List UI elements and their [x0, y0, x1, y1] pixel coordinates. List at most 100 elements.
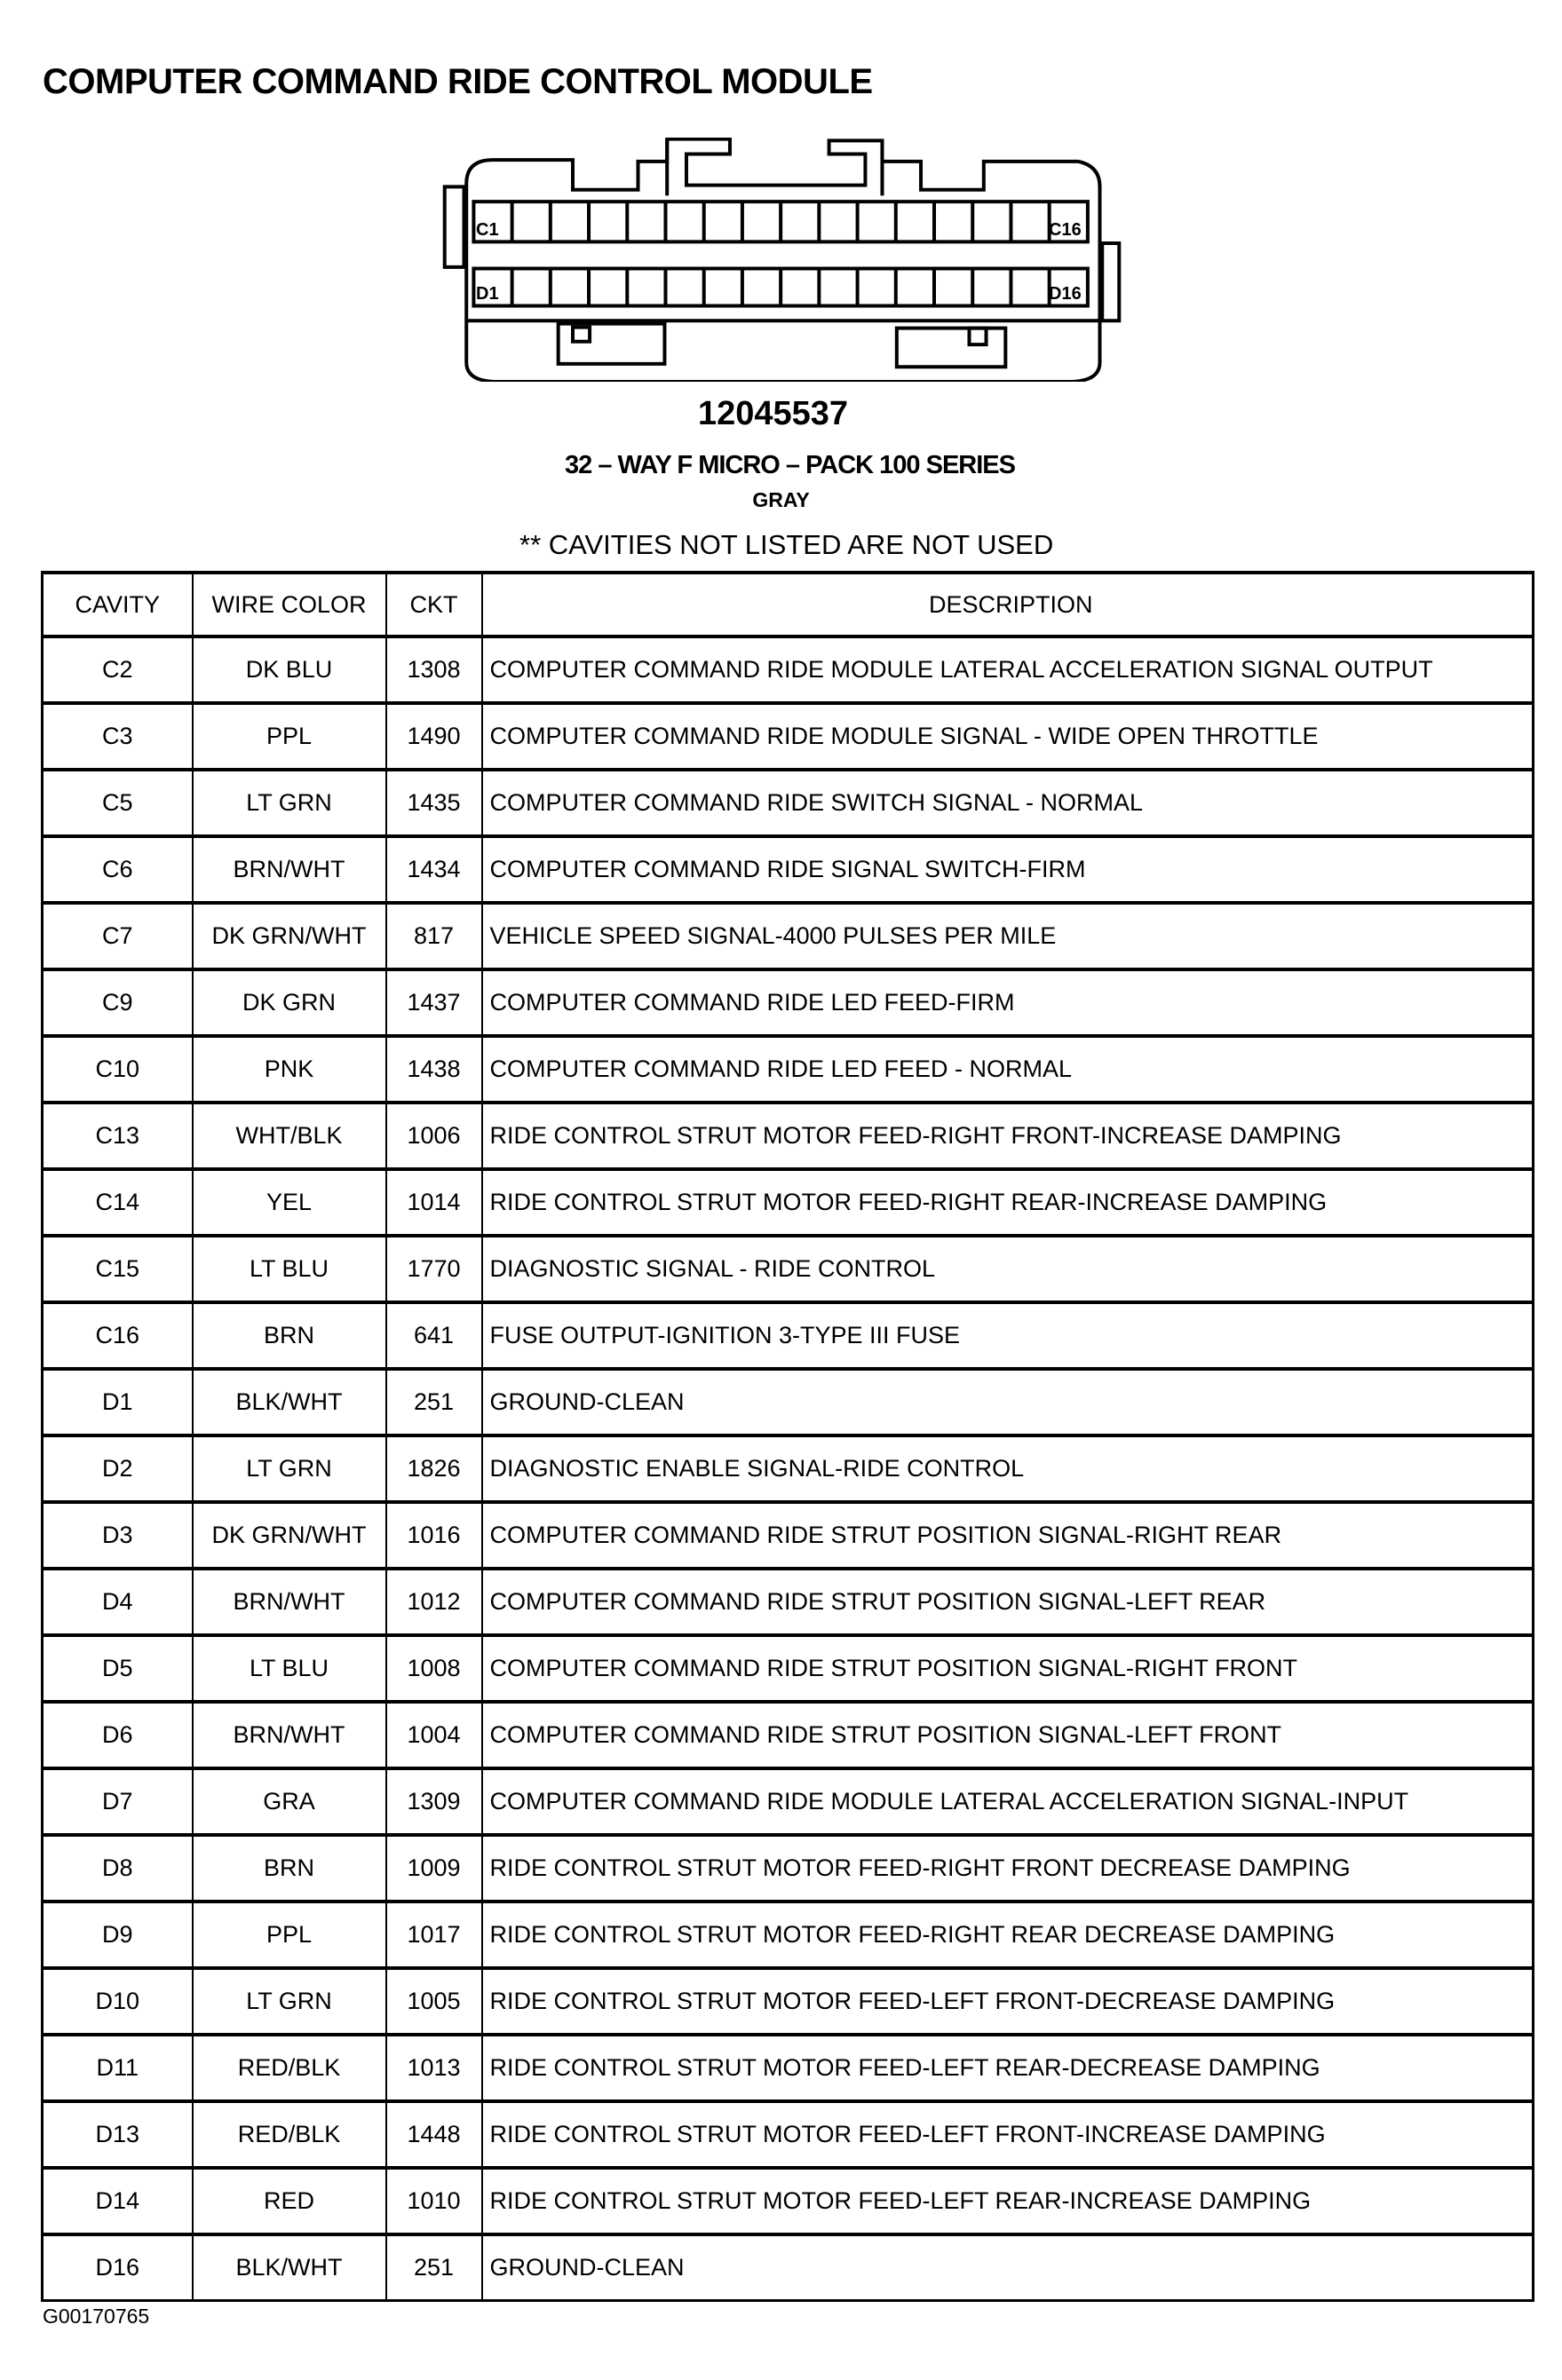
cell-cavity: D5 — [41, 1633, 194, 1703]
table-row: D16 BLK/WHT 251 GROUND-CLEAN — [41, 2233, 1534, 2302]
table-row: D6 BRN/WHT 1004 COMPUTER COMMAND RIDE STRUT… — [41, 1700, 1534, 1769]
header-cavity: CAVITY — [41, 571, 194, 637]
cell-cavity: C6 — [41, 834, 194, 904]
cell-description: DIAGNOSTIC SIGNAL - RIDE CONTROL — [480, 1234, 1534, 1303]
cell-wire-color: BLK/WHT — [191, 1367, 387, 1436]
cell-cavity: D6 — [41, 1700, 194, 1769]
cell-wire-color: PPL — [191, 701, 387, 771]
cell-wire-color: LT GRN — [191, 1434, 387, 1503]
cell-wire-color: DK GRN/WHT — [191, 1500, 387, 1570]
cell-description: GROUND-CLEAN — [480, 2233, 1534, 2302]
cell-cavity: D2 — [41, 1434, 194, 1503]
cell-ckt: 1004 — [385, 1700, 483, 1769]
cavities-note: ** CAVITIES NOT LISTED ARE NOT USED — [519, 529, 1054, 560]
cell-description: COMPUTER COMMAND RIDE SIGNAL SWITCH-FIRM — [480, 834, 1534, 904]
cell-description: RIDE CONTROL STRUT MOTOR FEED-RIGHT REAR… — [480, 1900, 1534, 1969]
cell-description: RIDE CONTROL STRUT MOTOR FEED-RIGHT FRON… — [480, 1101, 1534, 1170]
cell-wire-color: PPL — [191, 1900, 387, 1969]
cell-ckt: 1010 — [385, 2166, 483, 2235]
cell-description: COMPUTER COMMAND RIDE LED FEED - NORMAL — [480, 1034, 1534, 1103]
cell-wire-color: BRN/WHT — [191, 1700, 387, 1769]
table-row: D11 RED/BLK 1013 RIDE CONTROL STRUT MOTOR F… — [41, 2033, 1534, 2102]
cell-ckt: 1005 — [385, 1966, 483, 2036]
cell-description: RIDE CONTROL STRUT MOTOR FEED-LEFT FRONT… — [480, 1966, 1534, 2036]
cell-cavity: D3 — [41, 1500, 194, 1570]
cell-wire-color: RED/BLK — [191, 2033, 387, 2102]
cell-description: DIAGNOSTIC ENABLE SIGNAL-RIDE CONTROL — [480, 1434, 1534, 1503]
cell-description: RIDE CONTROL STRUT MOTOR FEED-RIGHT FRON… — [480, 1833, 1534, 1902]
cell-description: FUSE OUTPUT-IGNITION 3-TYPE III FUSE — [480, 1301, 1534, 1370]
cell-cavity: C15 — [41, 1234, 194, 1303]
cell-ckt: 641 — [385, 1301, 483, 1370]
cell-cavity: C14 — [41, 1167, 194, 1237]
cavity-label-c1: C1 — [476, 220, 499, 240]
table-row: C15 LT BLU 1770 DIAGNOSTIC SIGNAL - RIDE CO… — [41, 1234, 1534, 1303]
cell-wire-color: BRN — [191, 1833, 387, 1902]
cavity-label-d1: D1 — [476, 284, 499, 304]
cell-description: COMPUTER COMMAND RIDE MODULE LATERAL ACC… — [480, 635, 1534, 704]
cell-ckt: 1006 — [385, 1101, 483, 1170]
cell-description: GROUND-CLEAN — [480, 1367, 1534, 1436]
connector-diagram: C1 C16 D1 D16 — [442, 138, 1122, 382]
cell-cavity: C7 — [41, 901, 194, 970]
cell-cavity: C10 — [41, 1034, 194, 1103]
cell-wire-color: LT GRN — [191, 1966, 387, 2036]
cell-wire-color: YEL — [191, 1167, 387, 1237]
table-row: D5 LT BLU 1008 COMPUTER COMMAND RIDE STRUT … — [41, 1633, 1534, 1703]
cell-description: RIDE CONTROL STRUT MOTOR FEED-LEFT REAR-… — [480, 2166, 1534, 2235]
cavity-label-d16: D16 — [1049, 284, 1082, 304]
table-row: C14 YEL 1014 RIDE CONTROL STRUT MOTOR FEED-… — [41, 1167, 1534, 1237]
table-row: D1 BLK/WHT 251 GROUND-CLEAN — [41, 1367, 1534, 1436]
table-row: C7 DK GRN/WHT 817 VEHICLE SPEED SIGNAL-4000… — [41, 901, 1534, 970]
cell-ckt: 1448 — [385, 2099, 483, 2169]
cell-ckt: 1435 — [385, 768, 483, 837]
cell-ckt: 1826 — [385, 1434, 483, 1503]
cell-cavity: D16 — [41, 2233, 194, 2302]
cell-description: RIDE CONTROL STRUT MOTOR FEED-LEFT REAR-… — [480, 2033, 1534, 2102]
cell-ckt: 1009 — [385, 1833, 483, 1902]
header-ckt: CKT — [385, 571, 483, 637]
cell-ckt: 1016 — [385, 1500, 483, 1570]
cell-wire-color: GRA — [191, 1767, 387, 1836]
cell-cavity: C9 — [41, 968, 194, 1037]
cell-cavity: C13 — [41, 1101, 194, 1170]
cell-ckt: 1437 — [385, 968, 483, 1037]
cell-wire-color: BRN/WHT — [191, 834, 387, 904]
cavity-label-c16: C16 — [1049, 220, 1082, 240]
table-row: C16 BRN 641 FUSE OUTPUT-IGNITION 3-TYPE III… — [41, 1301, 1534, 1370]
cell-description: COMPUTER COMMAND RIDE STRUT POSITION SIG… — [480, 1700, 1534, 1769]
pinout-table: CAVITY WIRE COLOR CKT DESCRIPTION C2 DK B… — [41, 571, 1534, 2302]
cell-wire-color: WHT/BLK — [191, 1101, 387, 1170]
cell-ckt: 1438 — [385, 1034, 483, 1103]
table-row: D13 RED/BLK 1448 RIDE CONTROL STRUT MOTOR F… — [41, 2099, 1534, 2169]
part-number: 12045537 — [697, 395, 849, 432]
cell-wire-color: RED — [191, 2166, 387, 2235]
cell-description: VEHICLE SPEED SIGNAL-4000 PULSES PER MIL… — [480, 901, 1534, 970]
table-row: C9 DK GRN 1437 COMPUTER COMMAND RIDE LED FE… — [41, 968, 1534, 1037]
cell-cavity: D8 — [41, 1833, 194, 1902]
connector-color: GRAY — [752, 488, 810, 511]
table-row: C5 LT GRN 1435 COMPUTER COMMAND RIDE SWITCH… — [41, 768, 1534, 837]
cell-ckt: 817 — [385, 901, 483, 970]
cell-description: RIDE CONTROL STRUT MOTOR FEED-LEFT FRONT… — [480, 2099, 1534, 2169]
table-row: C6 BRN/WHT 1434 COMPUTER COMMAND RIDE SIGNA… — [41, 834, 1534, 904]
cell-description: COMPUTER COMMAND RIDE LED FEED-FIRM — [480, 968, 1534, 1037]
table-row: C3 PPL 1490 COMPUTER COMMAND RIDE MODULE SI… — [41, 701, 1534, 771]
cell-cavity: D4 — [41, 1567, 194, 1636]
cell-ckt: 1434 — [385, 834, 483, 904]
table-row: C10 PNK 1438 COMPUTER COMMAND RIDE LED FEED… — [41, 1034, 1534, 1103]
cell-ckt: 251 — [385, 1367, 483, 1436]
table-row: D3 DK GRN/WHT 1016 COMPUTER COMMAND RIDE ST… — [41, 1500, 1534, 1570]
cell-wire-color: DK GRN — [191, 968, 387, 1037]
header-wire-color: WIRE COLOR — [191, 571, 387, 637]
connector-series: 32 – WAY F MICRO – PACK 100 SERIES — [565, 451, 1016, 479]
cell-ckt: 1309 — [385, 1767, 483, 1836]
cell-cavity: C2 — [41, 635, 194, 704]
cell-cavity: D1 — [41, 1367, 194, 1436]
cell-ckt: 1008 — [385, 1633, 483, 1703]
cell-wire-color: LT BLU — [191, 1234, 387, 1303]
cell-ckt: 1013 — [385, 2033, 483, 2102]
cell-cavity: D9 — [41, 1900, 194, 1969]
cell-ckt: 1308 — [385, 635, 483, 704]
cell-wire-color: LT BLU — [191, 1633, 387, 1703]
